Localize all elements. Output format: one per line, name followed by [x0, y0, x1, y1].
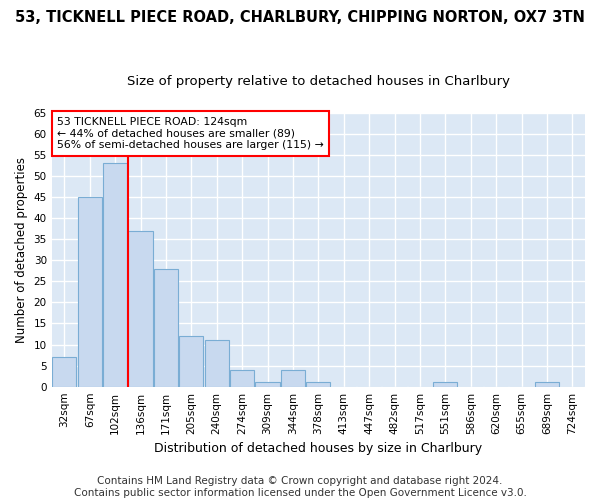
Text: Contains HM Land Registry data © Crown copyright and database right 2024.
Contai: Contains HM Land Registry data © Crown c…: [74, 476, 526, 498]
Text: 53 TICKNELL PIECE ROAD: 124sqm
← 44% of detached houses are smaller (89)
56% of : 53 TICKNELL PIECE ROAD: 124sqm ← 44% of …: [57, 117, 324, 150]
Bar: [281, 370, 305, 386]
Bar: [77, 197, 102, 386]
Text: 53, TICKNELL PIECE ROAD, CHARLBURY, CHIPPING NORTON, OX7 3TN: 53, TICKNELL PIECE ROAD, CHARLBURY, CHIP…: [15, 10, 585, 25]
Bar: [52, 357, 76, 386]
Bar: [433, 382, 457, 386]
Bar: [128, 231, 152, 386]
Bar: [154, 268, 178, 386]
Bar: [256, 382, 280, 386]
X-axis label: Distribution of detached houses by size in Charlbury: Distribution of detached houses by size …: [154, 442, 482, 455]
Bar: [179, 336, 203, 386]
Bar: [306, 382, 331, 386]
Bar: [205, 340, 229, 386]
Title: Size of property relative to detached houses in Charlbury: Size of property relative to detached ho…: [127, 75, 510, 88]
Bar: [535, 382, 559, 386]
Bar: [230, 370, 254, 386]
Bar: [103, 164, 127, 386]
Y-axis label: Number of detached properties: Number of detached properties: [15, 156, 28, 342]
